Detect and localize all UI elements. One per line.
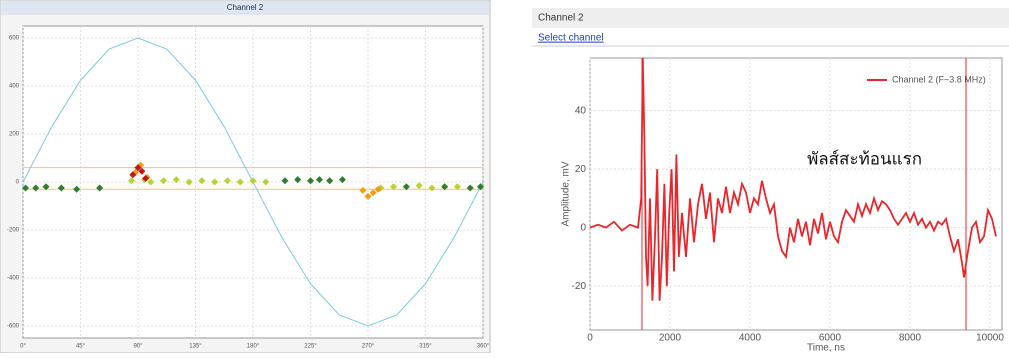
left-titlebar	[1, 1, 489, 15]
x-tick-label: 8000	[899, 333, 922, 344]
x-tick-label: 225°	[304, 344, 317, 350]
point	[22, 184, 30, 192]
point	[211, 178, 219, 186]
point	[96, 184, 104, 192]
legend-label: Channel 2 (F~3.8 MHz)	[892, 74, 986, 84]
y-tick-label: 400	[9, 84, 20, 90]
point	[57, 184, 65, 192]
point	[294, 176, 302, 184]
point	[185, 178, 193, 186]
point	[326, 177, 334, 185]
point	[160, 177, 168, 185]
x-tick-label: 90°	[133, 344, 143, 350]
series-line	[589, 57, 997, 301]
y-tick-label: 0	[16, 180, 20, 186]
point	[198, 177, 206, 185]
x-tick-label: 0	[587, 333, 593, 344]
x-tick-label: 360°	[477, 344, 490, 350]
y-tick-label: -200	[7, 228, 20, 234]
point	[138, 167, 146, 175]
point	[223, 177, 231, 185]
point	[374, 185, 382, 193]
point	[476, 183, 484, 191]
x-tick-label: 4000	[739, 333, 762, 344]
x-tick-label: 45°	[76, 344, 86, 350]
y-tick-label: 200	[9, 132, 20, 138]
point	[415, 182, 423, 190]
x-tick-label: 180°	[247, 344, 260, 350]
x-tick-label: 2000	[659, 333, 682, 344]
y-tick-label: 20	[575, 164, 587, 175]
x-tick-label: 0°	[20, 344, 26, 350]
point	[364, 192, 372, 200]
x-tick-label: 6000	[819, 333, 842, 344]
x-axis-label: Time, ns	[807, 343, 845, 353]
point	[73, 185, 81, 193]
select-channel-link[interactable]: Select channel	[538, 33, 604, 44]
y-tick-label: 0	[580, 222, 586, 233]
right-title: Channel 2	[538, 13, 584, 24]
point	[134, 164, 142, 172]
point	[307, 177, 314, 185]
point	[453, 183, 461, 191]
point	[466, 184, 474, 192]
point	[249, 177, 257, 185]
point	[441, 183, 449, 191]
point	[390, 183, 398, 191]
point	[147, 178, 155, 186]
x-tick-label: 10000	[976, 333, 1004, 344]
y-tick-label: 600	[9, 36, 20, 42]
point	[142, 174, 150, 182]
y-tick-label: 40	[575, 105, 587, 116]
y-tick-label: -600	[7, 324, 20, 330]
y-tick-label: -400	[7, 276, 20, 282]
point	[281, 177, 289, 185]
point	[129, 171, 137, 179]
point	[428, 184, 436, 192]
point	[369, 189, 377, 197]
y-tick-label: -20	[572, 281, 587, 292]
point	[262, 178, 270, 186]
point	[236, 178, 244, 186]
x-tick-label: 135°	[189, 344, 202, 350]
point	[315, 176, 323, 184]
point	[128, 177, 136, 185]
point	[402, 183, 410, 191]
point	[172, 176, 180, 184]
annotation: พัลส์สะท้อนแรก	[807, 149, 922, 168]
point	[32, 184, 40, 192]
point	[42, 183, 50, 191]
x-tick-label: 270°	[362, 344, 375, 350]
point	[359, 186, 367, 194]
y-axis-label: Amplitude, mV	[561, 161, 572, 226]
point	[338, 176, 346, 184]
left-title: Channel 2	[227, 3, 264, 12]
right-header	[532, 8, 1009, 28]
x-tick-label: 315°	[419, 344, 432, 350]
